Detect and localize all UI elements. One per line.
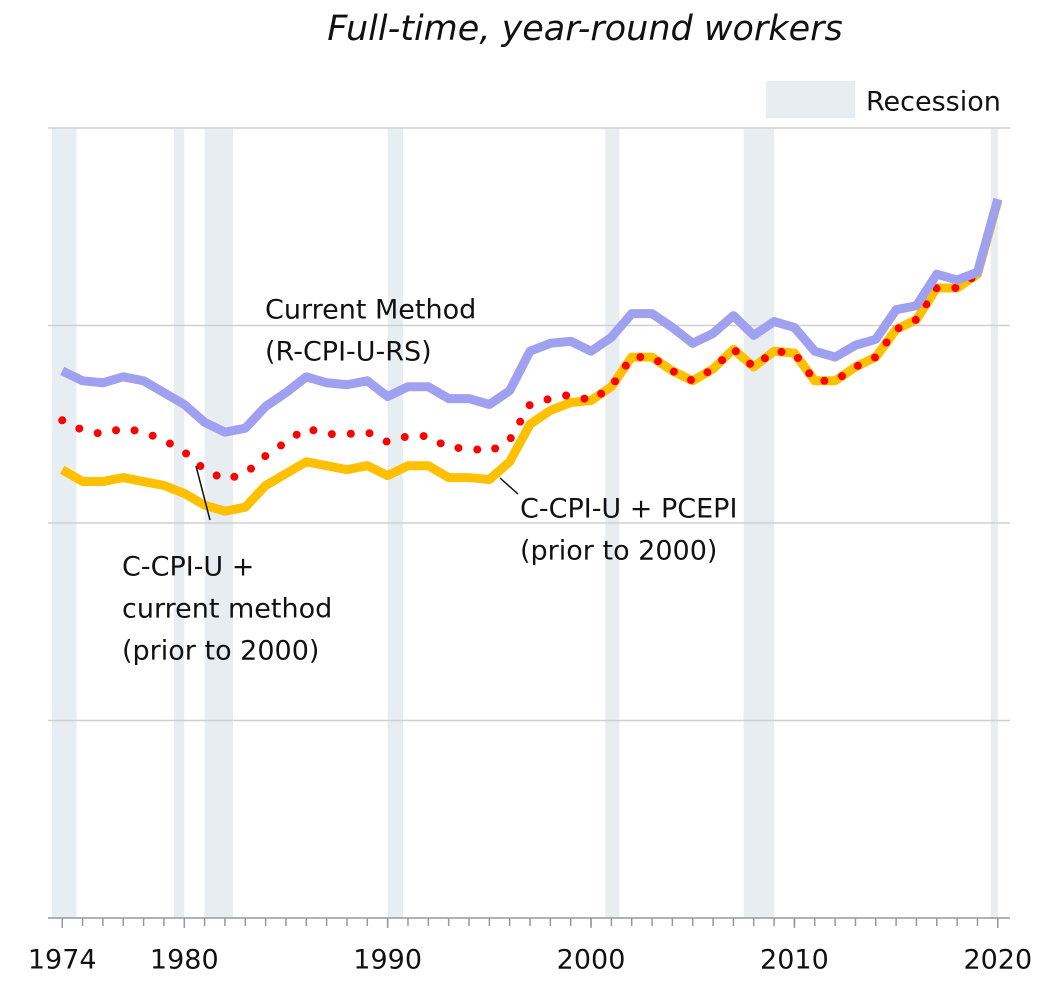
leader-line [499, 477, 519, 495]
series-annotation: (prior to 2000) [520, 536, 717, 567]
series-annotation: C-CPI-U + [122, 552, 254, 583]
series-annotation: (prior to 2000) [122, 636, 319, 667]
series-annotation: (R-CPI-U-RS) [265, 337, 432, 368]
x-tick-label: 2010 [760, 945, 829, 976]
x-tick-label: 1990 [353, 945, 422, 976]
legend-label: Recession [866, 87, 1001, 118]
legend-swatch [766, 81, 855, 118]
series-annotation: Current Method [265, 295, 476, 326]
series-annotation: current method [122, 594, 332, 625]
series-line [60, 197, 1003, 437]
x-tick-label: 1974 [28, 945, 97, 976]
x-tick-label: 2000 [557, 945, 626, 976]
leader-line [195, 465, 211, 521]
x-tick-label: 1980 [150, 945, 219, 976]
x-tick-label: 2020 [963, 945, 1032, 976]
series-annotation: C-CPI-U + PCEPI [520, 494, 737, 525]
series-line [58, 197, 1002, 484]
chart-title: Full-time, year-round workers [327, 9, 842, 49]
